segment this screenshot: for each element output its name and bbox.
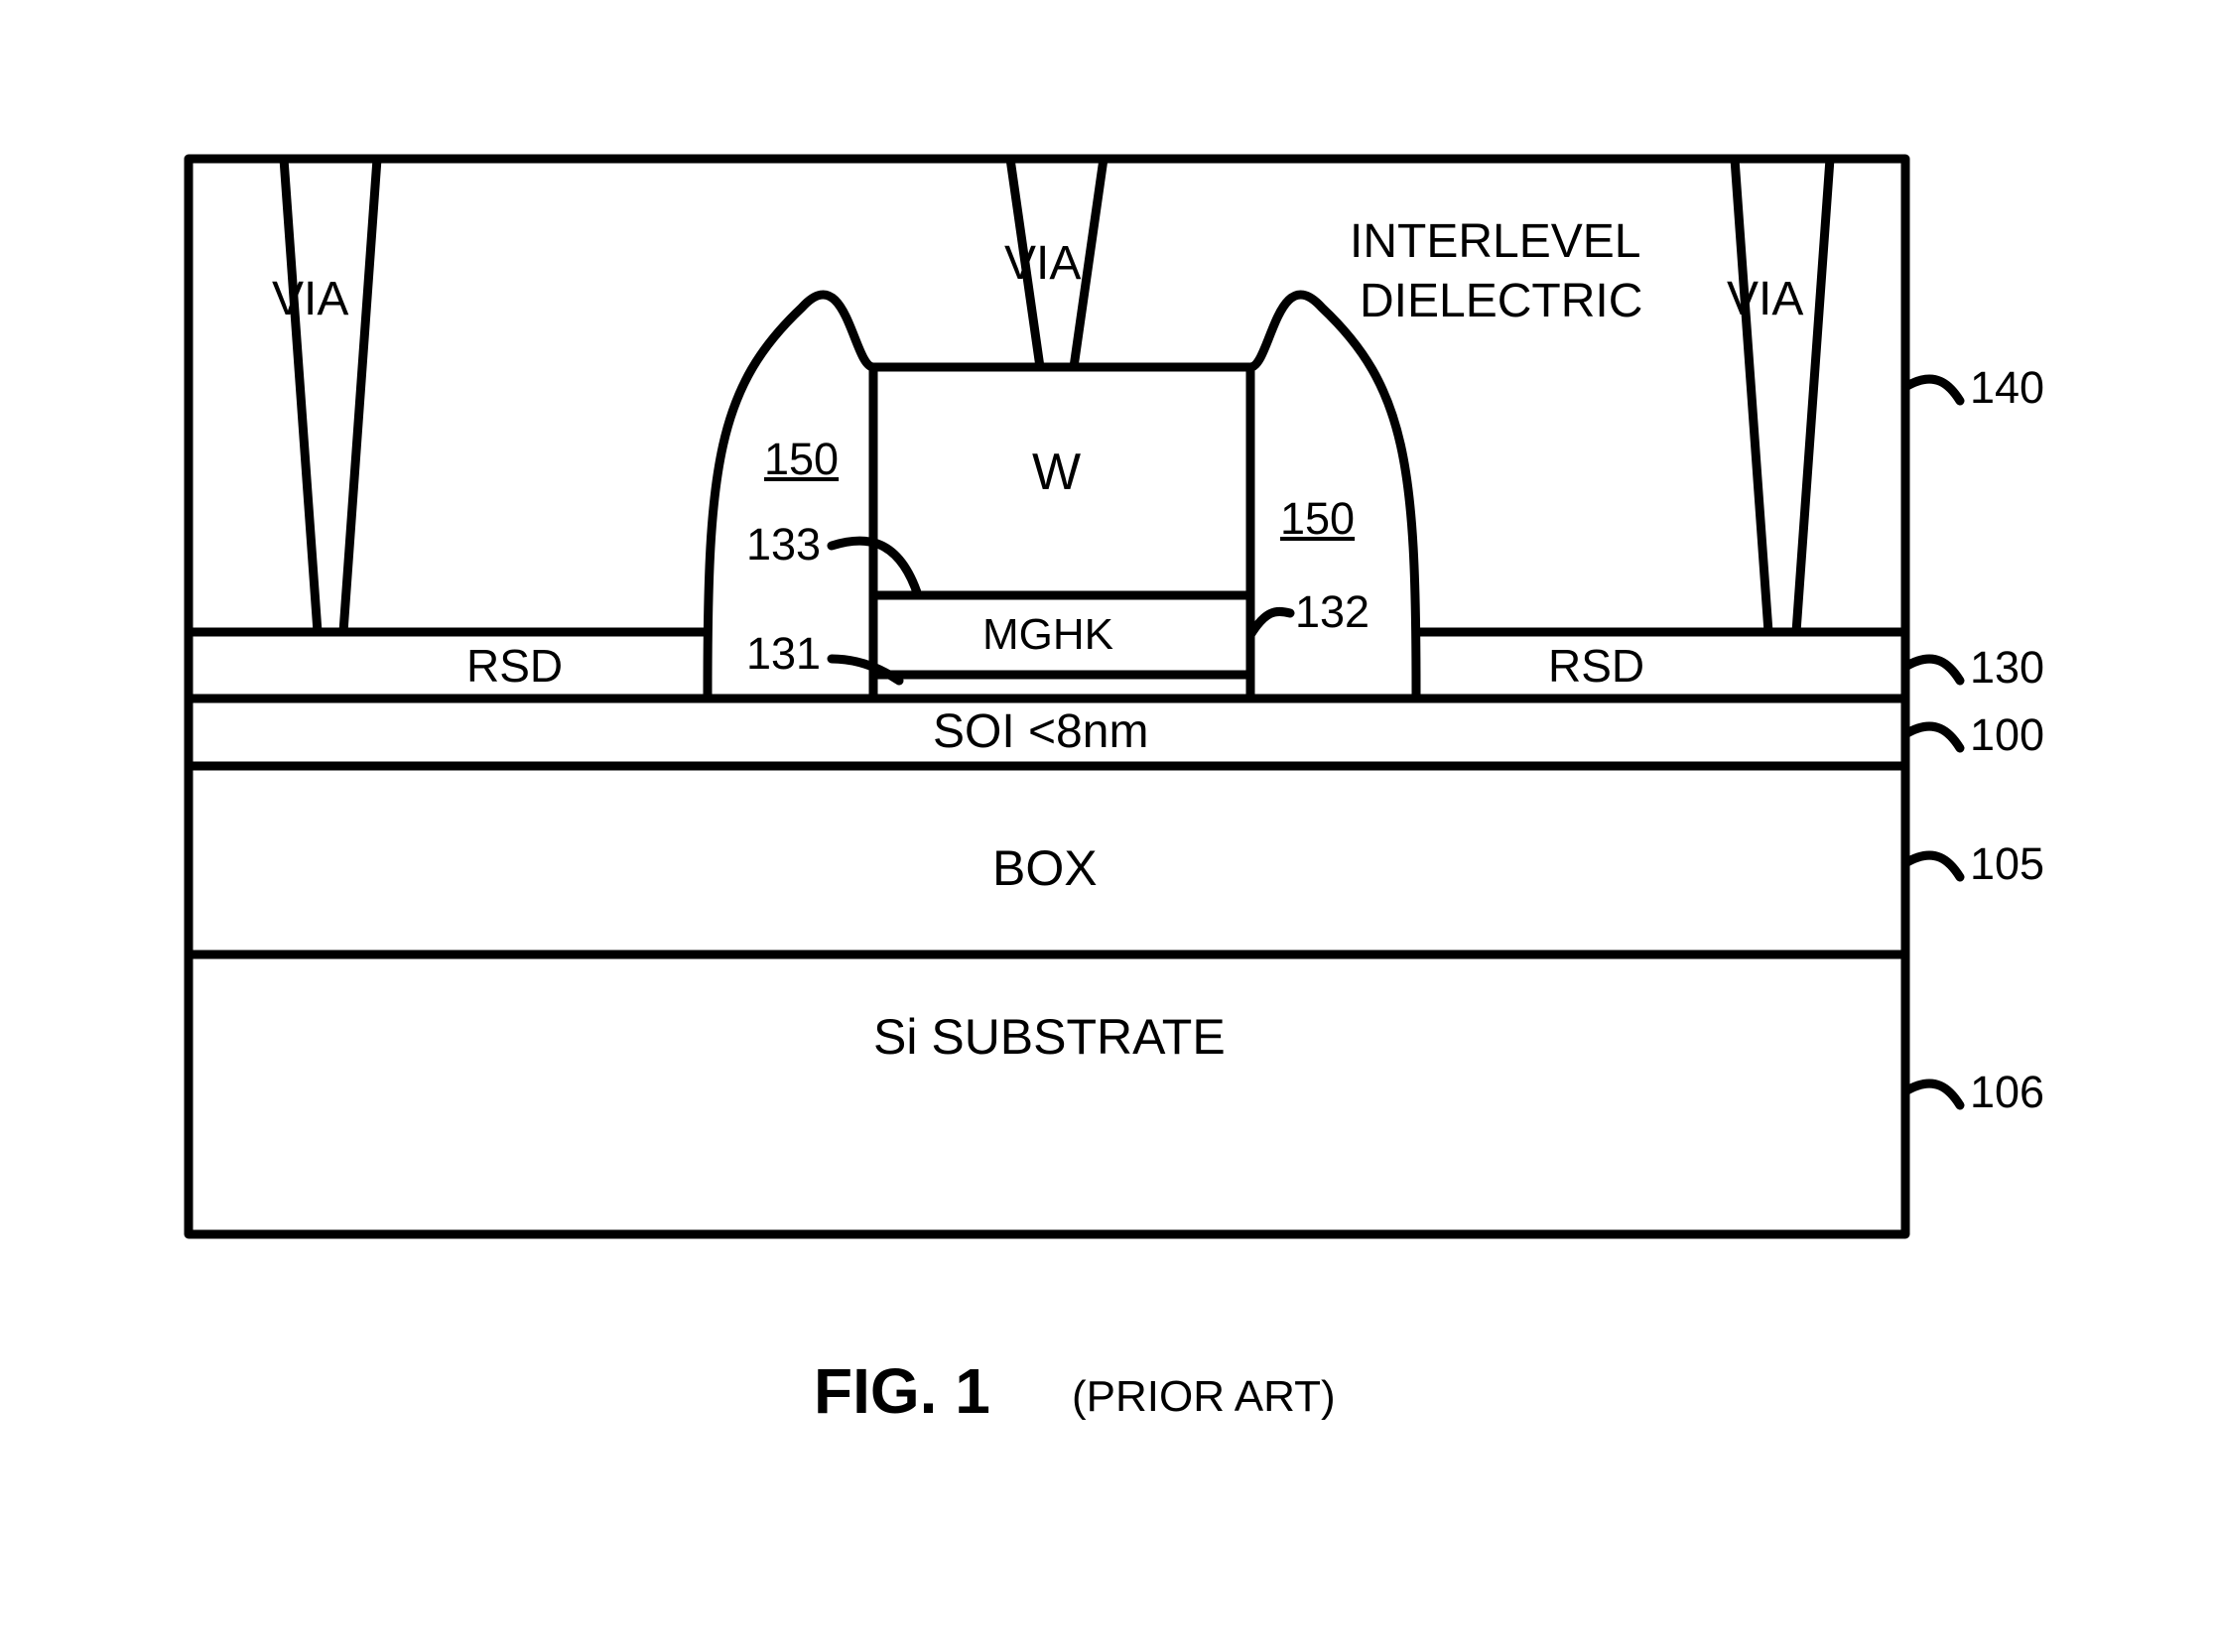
spacer-left-ref: 150 (764, 437, 839, 481)
gate-w-label: W (1032, 446, 1081, 498)
ref-133: 133 (746, 522, 821, 567)
interlevel-line1: INTERLEVEL (1350, 218, 1640, 266)
ref-106: 106 (1970, 1070, 2044, 1114)
rsd-right-label: RSD (1548, 643, 1644, 689)
ref-130: 130 (1970, 645, 2044, 690)
soi-label: SOI <8nm (933, 708, 1148, 756)
via-label-middle: VIA (1004, 240, 1081, 288)
mghk-label: MGHK (982, 613, 1113, 657)
ref-140: 140 (1970, 365, 2044, 410)
figure-caption-sub: (PRIOR ART) (1072, 1375, 1336, 1419)
ref-105: 105 (1970, 841, 2044, 886)
figure-caption: FIG. 1 (814, 1359, 990, 1423)
via-label-left: VIA (272, 276, 348, 323)
rsd-left-label: RSD (466, 643, 563, 689)
ref-131: 131 (746, 631, 821, 676)
spacer-right-ref: 150 (1280, 496, 1355, 541)
ref-100: 100 (1970, 712, 2044, 757)
ref-132: 132 (1295, 589, 1369, 634)
substrate-label: Si SUBSTRATE (873, 1012, 1226, 1062)
via-label-right: VIA (1727, 276, 1803, 323)
interlevel-line2: DIELECTRIC (1360, 278, 1642, 325)
box-label: BOX (992, 843, 1098, 893)
